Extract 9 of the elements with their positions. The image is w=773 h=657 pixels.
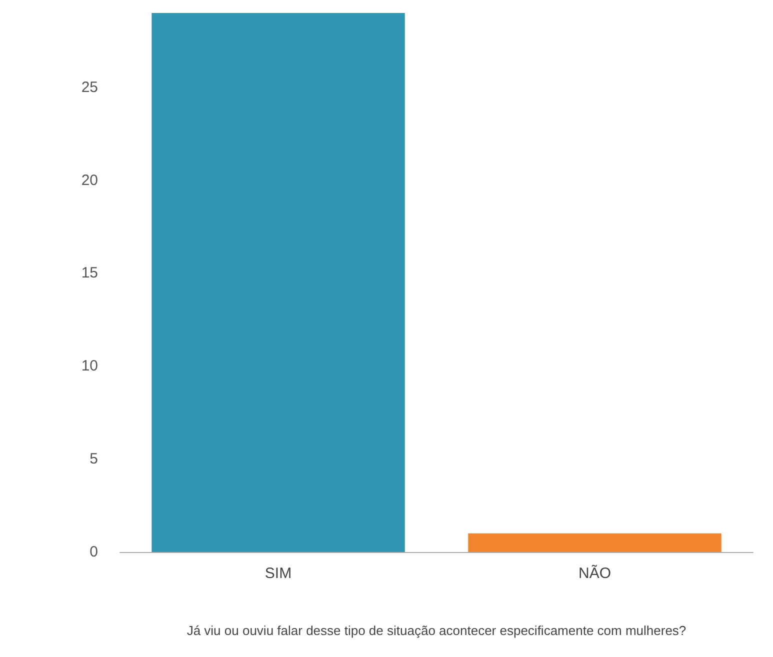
y-tick-label: 25 (81, 78, 98, 96)
y-tick-label: 0 (90, 544, 98, 560)
x-tick-label: SIM (264, 565, 292, 582)
y-tick-label: 20 (81, 172, 98, 189)
x-tick-label: NÃO (578, 564, 612, 582)
y-tick-label: 10 (81, 358, 98, 375)
x-axis-title: Já viu ou ouviu falar desse tipo de situação acontecer especificamente com mulheres? (186, 623, 686, 638)
y-tick-label: 5 (90, 450, 98, 468)
y-tick-label: 15 (81, 264, 98, 282)
